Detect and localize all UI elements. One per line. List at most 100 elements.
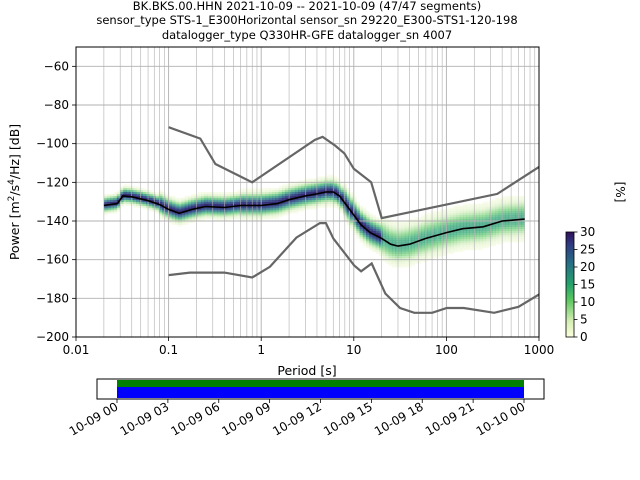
heatmap-cell xyxy=(336,203,341,206)
heatmap-cell xyxy=(223,219,228,222)
heatmap-cell xyxy=(249,217,254,220)
heatmap-cell xyxy=(349,193,354,197)
heatmap-cell xyxy=(252,195,257,198)
heatmap-cell xyxy=(414,234,419,237)
heatmap-cell xyxy=(521,217,525,220)
heatmap-cell xyxy=(511,217,516,220)
heatmap-cell xyxy=(476,224,480,227)
heatmap-cell xyxy=(362,217,367,220)
heatmap-cell xyxy=(233,195,237,198)
heatmap-cell xyxy=(243,192,247,195)
heatmap-cell xyxy=(107,197,111,200)
heatmap-cell xyxy=(398,248,402,251)
heatmap-cell xyxy=(285,186,289,189)
heatmap-cell xyxy=(330,188,334,191)
heatmap-cell xyxy=(385,259,390,262)
heatmap-cell xyxy=(372,221,377,224)
heatmap-cell xyxy=(502,213,506,216)
heatmap-cell xyxy=(353,224,357,227)
heatmap-cell xyxy=(469,209,474,212)
heatmap-cell xyxy=(453,250,457,253)
heatmap-cell xyxy=(171,222,176,226)
heatmap-cell xyxy=(116,192,121,195)
heatmap-cell xyxy=(220,207,224,210)
heatmap-cell xyxy=(443,209,448,212)
heatmap-cell xyxy=(408,222,412,226)
heatmap-cell xyxy=(120,205,124,208)
heatmap-cell xyxy=(395,221,399,224)
heatmap-cell xyxy=(256,190,260,193)
heatmap-cell xyxy=(382,224,386,227)
heatmap-cell xyxy=(272,211,276,214)
heatmap-cell xyxy=(395,234,399,237)
heatmap-cell xyxy=(372,224,377,227)
heatmap-cell xyxy=(385,232,390,235)
heatmap-cell xyxy=(168,199,173,202)
heatmap-cell xyxy=(369,222,373,226)
heatmap-cell xyxy=(162,209,166,212)
heatmap-cell xyxy=(294,197,299,200)
heatmap-cell xyxy=(430,253,435,256)
heatmap-cell xyxy=(249,203,254,206)
heatmap-cell xyxy=(434,244,438,247)
heatmap-cell xyxy=(366,230,370,233)
heatmap-cell xyxy=(359,228,364,231)
heatmap-cell xyxy=(369,213,373,216)
heatmap-cell xyxy=(291,207,296,210)
heatmap-cell xyxy=(401,253,406,256)
heatmap-cell xyxy=(243,197,247,200)
heatmap-cell xyxy=(408,244,412,247)
heatmap-cell xyxy=(518,197,522,200)
heatmap-cell xyxy=(391,240,396,243)
heatmap-cell xyxy=(411,248,415,251)
heatmap-cell xyxy=(479,222,483,226)
heatmap-cell xyxy=(307,201,312,204)
heatmap-cell xyxy=(184,213,189,216)
heatmap-cell xyxy=(472,221,477,224)
heatmap-cell xyxy=(197,219,202,222)
x-tick-label: 0.01 xyxy=(63,343,90,357)
heatmap-cell xyxy=(421,250,425,253)
heatmap-cell xyxy=(463,228,467,231)
heatmap-cell xyxy=(301,205,305,208)
heatmap-cell xyxy=(518,213,522,216)
heatmap-cell xyxy=(446,250,451,253)
heatmap-cell xyxy=(359,209,364,212)
heatmap-cell xyxy=(294,205,299,208)
heatmap-cell xyxy=(385,250,390,253)
heatmap-cell xyxy=(340,184,344,187)
heatmap-cell xyxy=(375,246,380,249)
heatmap-cell xyxy=(453,224,457,227)
heatmap-cell xyxy=(349,226,354,229)
heatmap-cell xyxy=(123,188,127,191)
heatmap-cell xyxy=(388,251,393,255)
heatmap-cell xyxy=(249,211,254,214)
heatmap-cell xyxy=(330,205,334,208)
heatmap-cell xyxy=(233,199,237,202)
heatmap-cell xyxy=(349,207,354,210)
heatmap-cell xyxy=(191,215,195,218)
heatmap-cell xyxy=(320,180,325,183)
heatmap-cell xyxy=(330,182,334,185)
heatmap-cell xyxy=(369,224,373,227)
heatmap-cell xyxy=(213,203,218,206)
heatmap-cell xyxy=(398,224,402,227)
heatmap-cell xyxy=(437,217,441,220)
heatmap-cell xyxy=(450,228,454,231)
heatmap-cell xyxy=(514,226,519,229)
heatmap-cell xyxy=(446,217,451,220)
heatmap-cell xyxy=(401,228,406,231)
heatmap-cell xyxy=(236,197,241,200)
heatmap-cell xyxy=(482,217,487,220)
heatmap-cell xyxy=(343,193,347,197)
heatmap-cell xyxy=(353,197,357,200)
heatmap-cell xyxy=(421,234,425,237)
heatmap-cell xyxy=(162,197,166,200)
heatmap-cell xyxy=(184,221,189,224)
heatmap-cell xyxy=(385,244,390,247)
heatmap-cell xyxy=(226,203,231,206)
heatmap-cell xyxy=(311,199,315,202)
heatmap-cell xyxy=(453,209,457,212)
heatmap-cell xyxy=(379,253,383,256)
heatmap-cell xyxy=(301,203,305,206)
